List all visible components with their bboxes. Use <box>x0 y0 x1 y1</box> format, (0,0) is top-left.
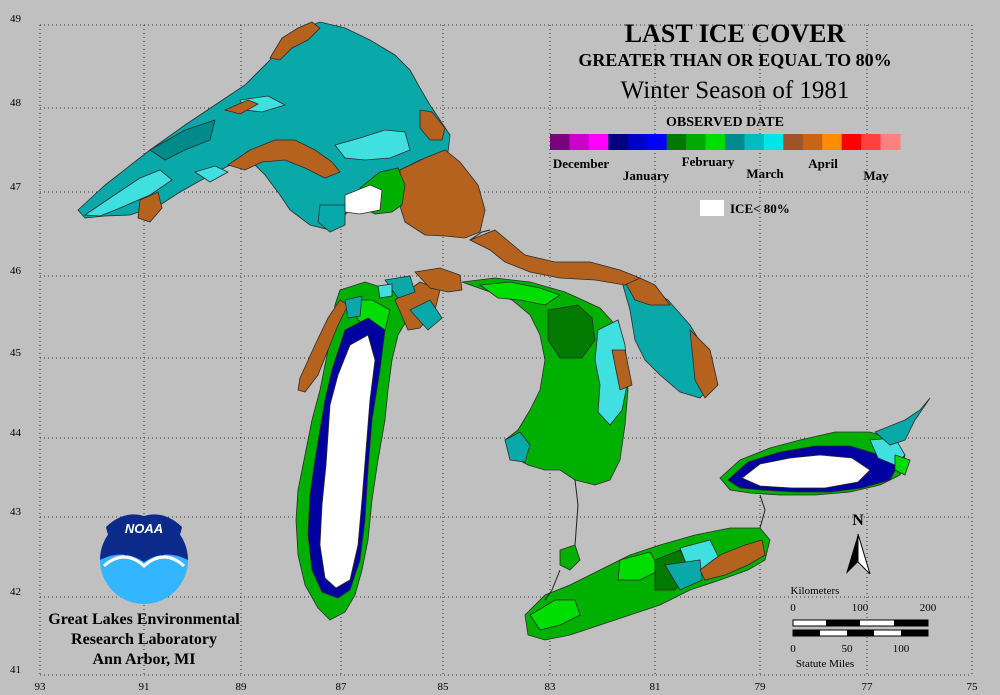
lat-label: 49 <box>10 13 22 25</box>
lon-label: 85 <box>438 681 450 693</box>
lon-label: 93 <box>35 681 47 693</box>
legend-swatch <box>725 134 745 150</box>
scale-km-tick: 100 <box>852 602 869 614</box>
legend-month: December <box>553 156 610 171</box>
lon-label: 87 <box>336 681 348 693</box>
lon-label: 83 <box>545 681 557 693</box>
latitude-labels: 49 48 47 46 45 44 43 42 41 <box>10 13 22 676</box>
lon-label: 75 <box>967 681 979 693</box>
lakes <box>77 21 931 641</box>
lat-label: 46 <box>10 265 22 277</box>
lat-label: 44 <box>10 427 22 439</box>
legend-month: January <box>623 168 670 183</box>
scale-mi-tick: 100 <box>893 643 910 655</box>
lon-label: 89 <box>236 681 248 693</box>
lake-ontario <box>719 397 931 496</box>
lake-huron <box>414 229 719 486</box>
lake-st-clair <box>559 544 581 571</box>
legend-swatch <box>841 134 862 150</box>
lat-label: 43 <box>10 506 22 518</box>
legend-swatch <box>861 134 882 150</box>
credit-line: Ann Arbor, MI <box>93 651 196 668</box>
legend-swatch <box>705 134 726 150</box>
lon-label: 91 <box>139 681 150 693</box>
legend-swatch <box>880 134 901 150</box>
legend-swatch <box>802 134 823 150</box>
legend-color-bar <box>550 134 901 150</box>
credit-block: Great Lakes Environmental Research Labor… <box>48 611 240 668</box>
credit-line: Great Lakes Environmental <box>48 611 240 628</box>
scale-km-tick: 0 <box>790 602 796 614</box>
north-arrow: N <box>846 512 871 575</box>
legend-month: April <box>808 156 838 171</box>
lake-erie <box>524 527 771 641</box>
legend-month: May <box>863 168 889 183</box>
legend-swatch <box>588 134 609 150</box>
lat-label: 47 <box>10 181 22 193</box>
noaa-logo-text: NOAA <box>125 521 163 536</box>
noaa-logo: NOAA <box>100 514 188 604</box>
legend-swatch <box>550 134 570 150</box>
scale-bar: Kilometers 0 100 200 0 50 100 Statute Mi… <box>790 585 937 670</box>
legend-swatch <box>666 134 687 150</box>
north-label: N <box>852 512 864 529</box>
longitude-labels: 93 91 89 87 85 83 81 79 77 75 <box>35 681 979 693</box>
lake-michigan <box>295 275 443 621</box>
scale-mi-tick: 0 <box>790 643 796 655</box>
scale-mi-tick: 50 <box>842 643 854 655</box>
legend-heading: OBSERVED DATE <box>666 115 784 130</box>
lat-label: 41 <box>10 664 21 676</box>
map-subtitle: GREATER THAN OR EQUAL TO 80% <box>578 50 891 70</box>
legend-month: February <box>682 154 735 169</box>
lon-label: 81 <box>650 681 661 693</box>
legend-swatch <box>647 134 668 150</box>
date-legend: OBSERVED DATE December January February … <box>550 115 901 216</box>
legend-swatch <box>763 134 784 150</box>
ice-below-80-swatch <box>700 200 724 216</box>
map-title: LAST ICE COVER <box>625 19 846 48</box>
credit-line: Research Laboratory <box>71 631 217 648</box>
lat-label: 45 <box>10 347 22 359</box>
scale-mi-title: Statute Miles <box>796 658 854 670</box>
legend-swatch <box>608 134 629 150</box>
north-arrow-icon <box>846 534 858 574</box>
legend-month: March <box>746 166 784 181</box>
connecting-rivers <box>469 229 766 601</box>
legend-swatch <box>822 134 843 150</box>
legend-swatch <box>686 134 707 150</box>
season-label: Winter Season of 1981 <box>621 77 850 104</box>
lake-superior <box>77 21 486 239</box>
lon-label: 77 <box>862 681 874 693</box>
legend-swatch <box>744 134 765 150</box>
lon-label: 79 <box>755 681 767 693</box>
legend-swatch <box>783 134 804 150</box>
scale-km-tick: 200 <box>920 602 937 614</box>
scale-km-title: Kilometers <box>791 585 840 597</box>
title-block: LAST ICE COVER GREATER THAN OR EQUAL TO … <box>578 19 891 104</box>
legend-swatch <box>627 134 648 150</box>
ice-below-80-label: ICE< 80% <box>730 201 790 216</box>
lat-label: 48 <box>10 97 22 109</box>
lat-label: 42 <box>10 586 21 598</box>
legend-swatch <box>569 134 590 150</box>
